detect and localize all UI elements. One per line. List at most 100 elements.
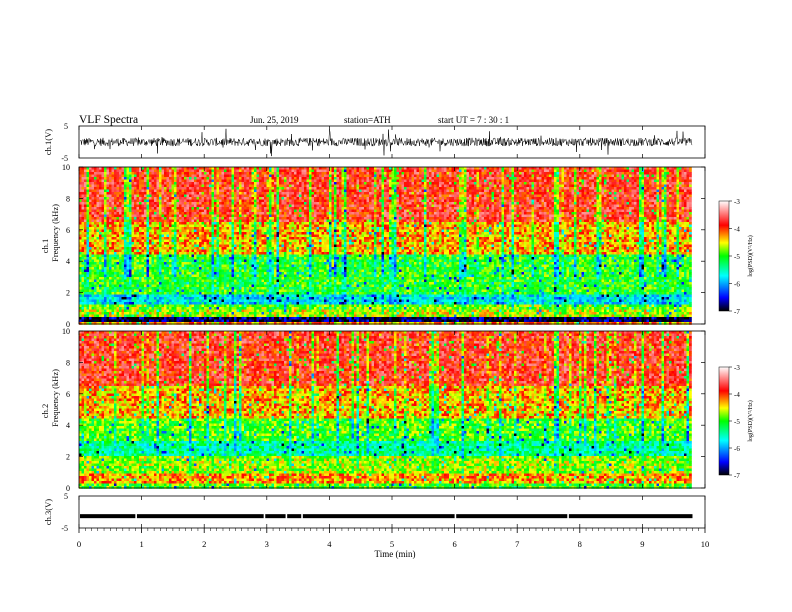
spectrogram-cell xyxy=(124,219,127,223)
spectrogram-cell xyxy=(149,169,152,173)
spectrogram-cell xyxy=(169,184,172,188)
spectrogram-cell xyxy=(211,232,215,235)
spectrogram-cell xyxy=(134,294,137,298)
spectrogram-cell xyxy=(94,322,97,325)
spectrogram-cell xyxy=(236,309,240,313)
spectrogram-cell xyxy=(91,304,95,308)
spectrogram-cell xyxy=(261,209,265,213)
spectrogram-cell xyxy=(159,244,162,248)
spectrogram-cell xyxy=(246,237,250,240)
spectrogram-cell xyxy=(201,314,205,318)
spectrogram-cell xyxy=(201,227,205,230)
spectrogram-cell xyxy=(166,299,170,303)
spectrogram-cell xyxy=(264,227,267,230)
spectrogram-cell xyxy=(114,302,117,305)
spectrogram-cell xyxy=(119,239,122,243)
spectrogram-cell xyxy=(224,184,227,188)
spectrogram-cell xyxy=(196,299,200,303)
spectrogram-cell xyxy=(264,259,267,263)
spectrogram-cell xyxy=(204,287,207,290)
spectrogram-cell xyxy=(81,292,85,295)
spectrogram-cell xyxy=(94,187,97,190)
spectrogram-cell xyxy=(251,319,255,323)
spectrogram-cell xyxy=(89,317,92,320)
spectrogram-cell xyxy=(154,279,157,283)
spectrogram-cell xyxy=(119,257,122,260)
spectrogram-cell xyxy=(249,174,252,178)
spectrogram-cell xyxy=(176,169,180,173)
spectrogram-cell xyxy=(131,284,135,288)
spectrogram-cell xyxy=(266,312,270,315)
spectrogram-cell xyxy=(151,237,155,240)
spectrogram-cell xyxy=(99,177,102,180)
spectrogram-cell xyxy=(269,167,272,170)
spectrogram-cell xyxy=(129,172,132,175)
spectrogram-cell xyxy=(84,219,87,223)
spectrogram-cell xyxy=(171,187,175,190)
spectrogram-cell xyxy=(191,202,195,205)
spectrogram-cell xyxy=(141,247,145,250)
spectrogram-cell xyxy=(96,287,100,290)
spectrogram-cell xyxy=(224,204,227,208)
spectrogram-cell xyxy=(164,272,167,275)
spectrogram-cell xyxy=(196,262,200,265)
spectrogram-cell xyxy=(131,252,135,255)
spectrogram-cell xyxy=(161,194,165,198)
spectrogram-cell xyxy=(104,299,107,303)
spectrogram-cell xyxy=(214,289,217,293)
spectrogram-cell xyxy=(244,317,247,320)
spectrogram-cell xyxy=(204,282,207,285)
spectrogram-cell xyxy=(86,304,90,308)
spectrogram-cell xyxy=(164,212,167,215)
spectrogram-cell xyxy=(89,322,92,325)
spectrogram-cell xyxy=(106,209,110,213)
spectrogram-cell xyxy=(116,167,120,170)
spectrogram-cell xyxy=(176,287,180,290)
spectrogram-cell xyxy=(224,314,227,318)
spectrogram-cell xyxy=(109,287,112,290)
spectrogram-cell xyxy=(99,294,102,298)
spectrogram-cell xyxy=(136,242,140,245)
spectrogram-cell xyxy=(251,207,255,210)
spectrogram-cell xyxy=(106,172,110,175)
spectrogram-cell xyxy=(249,259,252,263)
spectrogram-cell xyxy=(84,262,87,265)
spectrogram-cell xyxy=(261,237,265,240)
spectrogram-cell xyxy=(221,277,225,280)
spectrogram-cell xyxy=(166,209,170,213)
spectrogram-cell xyxy=(199,167,202,170)
spectrogram-cell xyxy=(244,207,247,210)
spectrogram-cell xyxy=(236,234,240,238)
spectrogram-cell xyxy=(269,207,272,210)
spectrogram-cell xyxy=(156,199,160,203)
spectrogram-cell xyxy=(89,257,92,260)
spectrogram-cell xyxy=(166,307,170,310)
spectrogram-cell xyxy=(191,179,195,183)
spectrogram-cell xyxy=(186,262,190,265)
spectrogram-cell xyxy=(159,232,162,235)
spectrogram-cell xyxy=(261,259,265,263)
spectrogram-cell xyxy=(239,204,242,208)
spectrogram-cell xyxy=(229,224,232,228)
spectrogram-cell xyxy=(244,212,247,215)
spectrogram-cell xyxy=(161,282,165,285)
spectrogram-cell xyxy=(226,274,230,278)
spectrogram-cell xyxy=(86,302,90,305)
spectrogram-cell xyxy=(236,209,240,213)
spectrogram-cell xyxy=(159,219,162,223)
spectrogram-cell xyxy=(164,317,167,320)
spectrogram-cell xyxy=(126,274,130,278)
spectrogram-cell xyxy=(246,247,250,250)
spectrogram-cell xyxy=(191,264,195,268)
spectrogram-cell xyxy=(94,242,97,245)
spectrogram-cell xyxy=(94,172,97,175)
spectrogram-cell xyxy=(239,264,242,268)
spectrogram-cell xyxy=(259,244,262,248)
spectrogram-cell xyxy=(174,219,177,223)
spectrogram-cell xyxy=(274,317,277,320)
spectrogram-cell xyxy=(144,267,147,270)
spectrogram-cell xyxy=(219,242,222,245)
spectrogram-cell xyxy=(96,242,100,245)
spectrogram-cell xyxy=(139,299,142,303)
spectrogram-cell xyxy=(184,249,187,253)
